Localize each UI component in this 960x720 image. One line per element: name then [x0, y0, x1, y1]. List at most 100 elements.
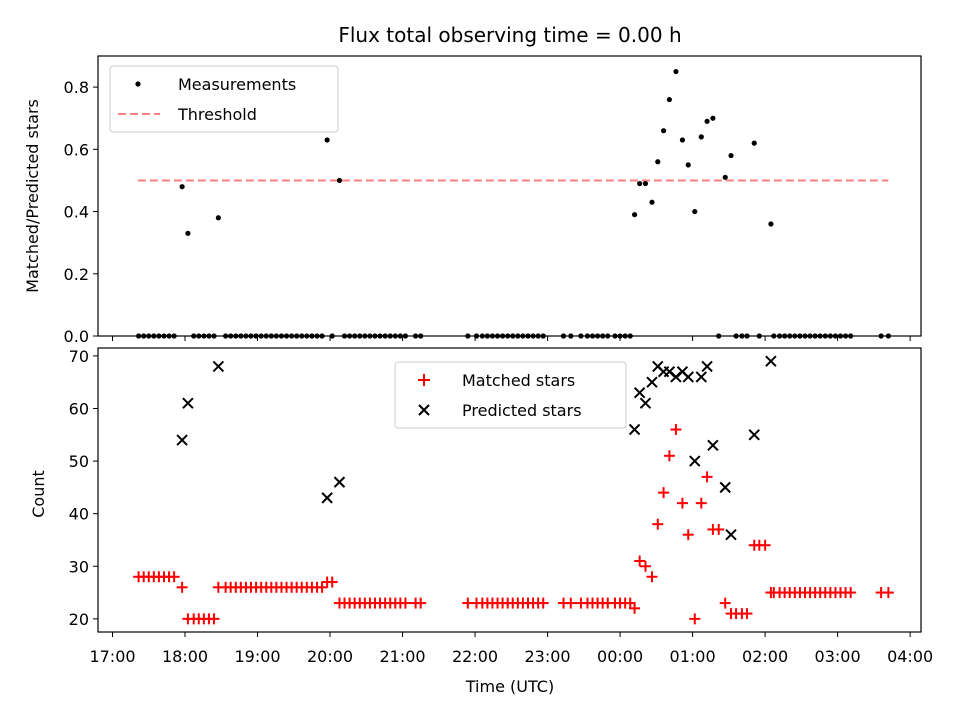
- measurement-point: [642, 180, 649, 187]
- matched-star-point: [676, 497, 688, 509]
- measurement-point: [698, 134, 704, 140]
- legend-matched-marker: [418, 374, 430, 386]
- predicted-star-point: [748, 429, 760, 441]
- ratio-legend: Measurements Threshold: [109, 65, 339, 133]
- matched-star-point: [689, 613, 701, 625]
- matched-star-point: [759, 539, 771, 551]
- legend-measurements-marker: [135, 81, 141, 87]
- predicted-star-point: [333, 476, 346, 488]
- matched-star-point: [845, 587, 857, 599]
- ratio-axes-frame: [97, 55, 922, 337]
- count-y-tick-label: 20: [69, 610, 89, 629]
- measurement-point: [679, 137, 686, 143]
- measurement-point: [655, 159, 661, 165]
- x-tick-label: 20:00: [307, 647, 353, 666]
- ratio-y-tick-label: 0.2: [64, 265, 89, 284]
- x-tick-label: 22:00: [452, 647, 498, 666]
- matched-star-point: [326, 576, 338, 588]
- ratio-y-tick-label: 0.0: [64, 327, 89, 346]
- measurement-point: [179, 184, 185, 190]
- measurement-point: [722, 174, 728, 180]
- measurement-point: [751, 140, 757, 146]
- predicted-star-point: [321, 492, 333, 504]
- measurement-point: [637, 180, 643, 187]
- matched-star-point: [537, 597, 549, 609]
- ratio-y-tick-label: 0.4: [64, 203, 89, 222]
- count-legend: Matched stars Predicted stars: [394, 361, 627, 429]
- x-tick-label: 00:00: [597, 647, 643, 666]
- matched-star-point: [176, 581, 188, 593]
- legend-matched-label: Matched stars: [462, 371, 575, 390]
- matched-star-point: [316, 581, 328, 593]
- predicted-star-point: [633, 386, 646, 399]
- legend-measurements-label: Measurements: [178, 75, 296, 94]
- measurement-point: [336, 177, 343, 184]
- matched-star-point: [634, 555, 646, 567]
- measurement-point: [666, 96, 672, 103]
- count-y-axis-label: Count: [29, 470, 48, 518]
- matched-star-point: [639, 560, 651, 572]
- predicted-star-point: [719, 481, 731, 494]
- matched-star-point: [695, 497, 707, 509]
- measurement-point: [631, 212, 638, 218]
- x-tick-label: 18:00: [162, 647, 208, 666]
- measurement-point: [324, 137, 330, 143]
- legend-predicted-marker: [418, 404, 430, 416]
- x-tick-label: 23:00: [525, 647, 571, 666]
- legend-threshold-label: Threshold: [177, 105, 257, 124]
- ratio-ticks: 0.0 0.2 0.4 0.6 0.8: [64, 78, 911, 346]
- count-ticks: 20 30 40 50 60 70 17:00 18:00 19:00 20:00 21:00 22:…: [69, 347, 934, 666]
- x-axis-label: Time (UTC): [465, 677, 554, 696]
- matched-star-point: [882, 587, 894, 599]
- predicted-star-point: [695, 371, 707, 383]
- axes-ratio: 0.00.20.40.60.8 Matched/Predicted stars …: [23, 55, 922, 346]
- matched-star-point: [208, 613, 220, 625]
- predicted-star-point: [701, 360, 713, 373]
- matched-star-point: [658, 487, 670, 499]
- count-axes-frame: [97, 347, 922, 633]
- matched-star-point: [670, 424, 682, 436]
- predicted-star-point: [689, 455, 701, 467]
- measurement-point: [692, 208, 698, 215]
- count-y-tick-label: 60: [69, 399, 89, 418]
- measurement-point: [649, 199, 655, 205]
- predicted-star-point: [725, 528, 737, 541]
- x-tick-label: 02:00: [742, 647, 788, 666]
- x-tick-label: 17:00: [89, 647, 135, 666]
- count-marks: [133, 355, 894, 625]
- ratio-y-axis-label: Matched/Predicted stars: [23, 99, 42, 293]
- x-tick-label: 21:00: [379, 647, 425, 666]
- measurement-point: [215, 215, 221, 221]
- measurement-point: [710, 115, 716, 121]
- predicted-star-point: [639, 397, 652, 409]
- predicted-star-point: [182, 397, 194, 409]
- measurement-point: [704, 118, 710, 124]
- predicted-star-point: [176, 434, 188, 446]
- x-tick-label: 01:00: [670, 647, 716, 666]
- matched-star-point: [565, 597, 577, 609]
- predicted-star-point: [682, 371, 694, 383]
- measurement-point: [685, 162, 691, 168]
- matched-star-point: [701, 471, 713, 483]
- predicted-star-point: [765, 355, 777, 367]
- matched-star-point: [719, 597, 731, 609]
- x-tick-label: 03:00: [815, 647, 861, 666]
- measurement-point: [660, 128, 667, 134]
- matched-star-point: [652, 518, 664, 530]
- predicted-star-point: [212, 360, 225, 373]
- x-tick-label: 19:00: [234, 647, 280, 666]
- measurement-point: [185, 230, 191, 236]
- ratio-legend-box: [109, 65, 339, 133]
- measurement-point: [673, 68, 679, 75]
- matched-star-point: [629, 602, 641, 614]
- measurement-point: [728, 152, 734, 159]
- predicted-star-point: [628, 423, 641, 436]
- ratio-y-tick-label: 0.8: [64, 78, 89, 97]
- legend-predicted-label: Predicted stars: [462, 401, 582, 420]
- count-y-tick-label: 40: [69, 505, 89, 524]
- measurement-point: [768, 221, 774, 227]
- matched-star-point: [399, 597, 411, 609]
- matched-star-point: [682, 529, 694, 541]
- ratio-y-tick-label: 0.6: [64, 140, 89, 159]
